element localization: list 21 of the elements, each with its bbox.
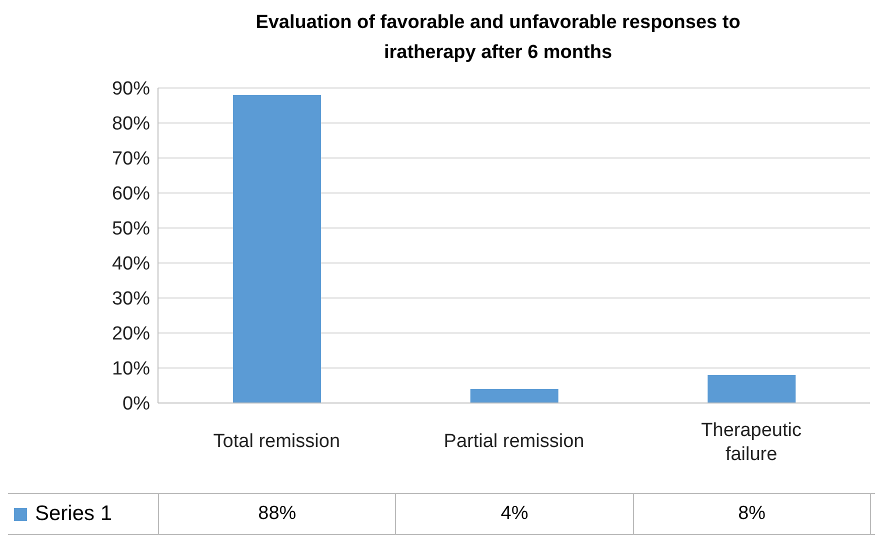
data-label: 4% xyxy=(396,494,634,534)
bar xyxy=(470,389,558,403)
y-tick-label: 0% xyxy=(122,394,150,415)
legend-label: Series 1 xyxy=(35,502,112,526)
data-label: 8% xyxy=(634,494,871,534)
x-tick-label: Therapeutic failure xyxy=(701,420,802,465)
data-label: 88% xyxy=(159,494,396,534)
y-tick-label: 50% xyxy=(112,218,150,240)
y-tick-label: 80% xyxy=(112,114,150,135)
y-tick-label: 40% xyxy=(112,254,150,275)
y-tick-label: 20% xyxy=(112,324,150,345)
x-tick-label: Total remission xyxy=(213,431,340,452)
y-tick-label: 70% xyxy=(112,148,150,170)
y-tick-label: 90% xyxy=(112,78,150,100)
bar xyxy=(233,95,321,403)
y-tick-label: 30% xyxy=(112,288,150,310)
chart-title: Evaluation of favorable and unfavorable responses to iratherapy after 6 months xyxy=(254,11,742,65)
y-tick-label: 10% xyxy=(112,358,150,380)
y-tick-label: 60% xyxy=(112,184,150,205)
bar xyxy=(708,375,796,403)
x-tick-label: Partial remission xyxy=(444,431,584,452)
